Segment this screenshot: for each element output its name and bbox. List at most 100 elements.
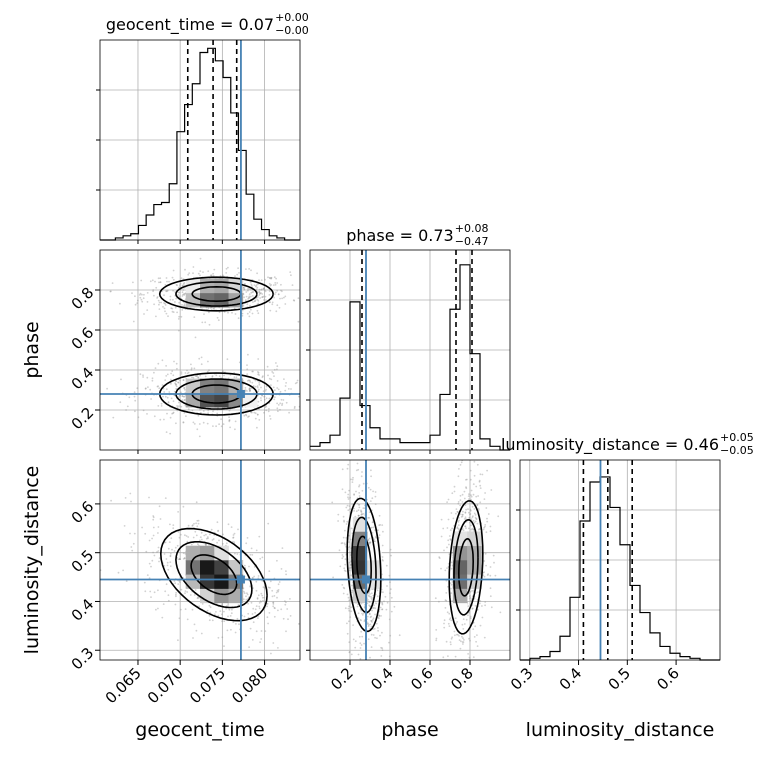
scatter-point xyxy=(369,541,372,544)
scatter-point xyxy=(258,602,261,604)
scatter-point xyxy=(178,394,181,397)
scatter-point xyxy=(280,568,283,570)
scatter-point xyxy=(175,422,177,425)
scatter-point xyxy=(452,517,455,520)
scatter-point xyxy=(474,516,477,519)
scatter-point xyxy=(248,287,251,290)
scatter-point xyxy=(190,367,193,370)
scatter-point xyxy=(374,495,377,498)
scatter-point xyxy=(469,469,472,472)
scatter-point xyxy=(261,556,264,559)
scatter-point xyxy=(259,641,261,644)
scatter-point xyxy=(145,550,148,553)
scatter-point xyxy=(464,504,467,506)
scatter-point xyxy=(174,582,177,585)
scatter-point xyxy=(162,395,164,398)
scatter-point xyxy=(250,547,253,550)
scatter-point xyxy=(274,396,276,398)
scatter-point xyxy=(156,551,158,553)
scatter-point xyxy=(153,554,156,557)
scatter-point xyxy=(209,606,212,609)
scatter-point xyxy=(255,630,258,633)
scatter-point xyxy=(261,394,263,397)
scatter-point xyxy=(301,288,303,290)
truth-marker xyxy=(362,575,370,584)
scatter-point xyxy=(358,457,360,459)
density-cell xyxy=(452,560,468,575)
scatter-point xyxy=(348,545,351,548)
scatter-point xyxy=(244,389,247,392)
scatter-point xyxy=(289,598,291,600)
scatter-point xyxy=(172,527,175,530)
scatter-point xyxy=(456,621,459,623)
scatter-point xyxy=(194,589,197,591)
scatter-point xyxy=(274,282,277,284)
scatter-point xyxy=(269,284,272,287)
scatter-point xyxy=(342,555,345,558)
density-cell xyxy=(185,560,201,575)
scatter-point xyxy=(221,620,224,623)
scatter-point xyxy=(163,302,165,304)
scatter-point xyxy=(356,605,359,608)
scatter-point xyxy=(97,473,99,475)
scatter-point xyxy=(355,510,358,513)
scatter-point xyxy=(223,374,225,377)
scatter-point xyxy=(131,292,133,294)
title-geocent_time: geocent_time = 0.07 +0.00−0.00 xyxy=(106,11,309,37)
scatter-point xyxy=(369,488,372,491)
scatter-point xyxy=(357,612,360,615)
scatter-point xyxy=(192,637,194,639)
scatter-point xyxy=(248,387,251,390)
scatter-point xyxy=(467,653,469,655)
scatter-point xyxy=(293,299,296,302)
scatter-point xyxy=(165,290,168,293)
scatter-point xyxy=(449,641,452,643)
scatter-point xyxy=(268,277,271,279)
scatter-point xyxy=(378,615,381,617)
scatter-point xyxy=(377,629,379,632)
scatter-point xyxy=(174,306,177,309)
scatter-point xyxy=(197,522,200,525)
scatter-point xyxy=(250,411,253,414)
scatter-point xyxy=(139,292,142,295)
scatter-point xyxy=(176,311,179,314)
scatter-point xyxy=(349,496,351,499)
scatter-point xyxy=(348,505,351,507)
scatter-point xyxy=(244,387,247,389)
scatter-point xyxy=(467,605,470,607)
scatter-point xyxy=(280,289,282,292)
scatter-point xyxy=(178,315,181,318)
hist-panel-phase xyxy=(306,249,511,451)
scatter-point xyxy=(274,291,277,294)
scatter-point xyxy=(193,316,196,318)
scatter-point xyxy=(458,639,461,641)
scatter-point xyxy=(264,295,267,298)
scatter-point xyxy=(247,288,249,290)
scatter-point xyxy=(344,607,347,610)
scatter-point xyxy=(281,297,283,300)
scatter-point xyxy=(463,497,466,500)
scatter-point xyxy=(482,528,485,531)
contour-line xyxy=(448,500,484,635)
scatter-point xyxy=(468,612,470,614)
scatter-point xyxy=(456,511,459,513)
contour-line xyxy=(190,554,238,596)
scatter-point xyxy=(439,670,441,672)
scatter-point xyxy=(160,301,163,304)
scatter-point xyxy=(511,568,513,570)
scatter-point xyxy=(183,282,186,284)
scatter-point xyxy=(390,596,393,599)
scatter-point xyxy=(442,527,445,530)
scatter-point xyxy=(253,575,256,578)
scatter-point xyxy=(251,285,253,287)
scatter-point xyxy=(265,409,268,412)
scatter-point xyxy=(183,304,186,307)
scatter-point xyxy=(375,537,378,539)
scatter-point xyxy=(381,608,383,611)
scatter-point xyxy=(187,408,190,410)
scatter-point xyxy=(487,573,489,575)
scatter-point xyxy=(357,514,360,517)
scatter-point xyxy=(260,279,263,281)
scatter-point xyxy=(194,530,197,533)
scatter-point xyxy=(352,638,355,641)
